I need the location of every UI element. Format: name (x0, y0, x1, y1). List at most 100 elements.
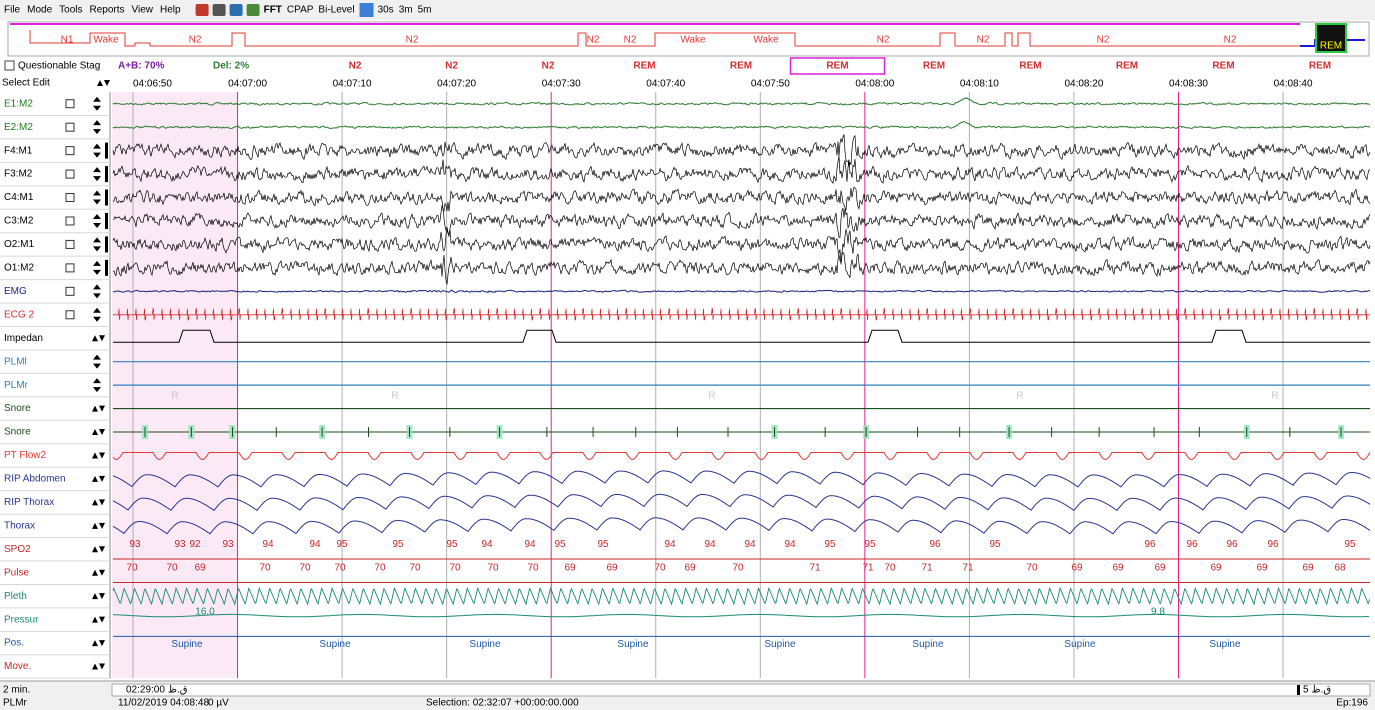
toolbar-icon[interactable] (359, 3, 374, 17)
toolbar-icon[interactable] (195, 4, 209, 16)
scale-down[interactable] (99, 663, 105, 670)
scale-up[interactable] (93, 260, 101, 266)
channel-name[interactable]: EMG (4, 286, 27, 297)
channel-name[interactable]: Move. (4, 661, 31, 672)
scale-down[interactable] (93, 199, 101, 205)
toolbar-icon[interactable] (212, 4, 226, 16)
menu-item[interactable]: Tools (59, 5, 82, 16)
channel-name[interactable]: PLMl (4, 356, 27, 367)
channel-checkbox[interactable] (65, 286, 75, 296)
scale-up[interactable] (92, 475, 98, 482)
channel-name[interactable]: ECG 2 (4, 309, 34, 320)
scale-down[interactable] (93, 363, 101, 369)
scale-up[interactable] (93, 96, 101, 102)
scale-up[interactable] (92, 616, 98, 623)
channel-name[interactable]: E2:M2 (4, 122, 33, 133)
channel-name[interactable]: SPO2 (4, 544, 31, 555)
toolbar-icon[interactable] (229, 4, 243, 16)
channel-name[interactable]: Snore (4, 427, 31, 438)
scale-down[interactable] (99, 569, 105, 576)
toolbar-button[interactable]: CPAP (287, 5, 314, 16)
menu-item[interactable]: View (132, 5, 154, 16)
scale-down[interactable] (99, 546, 105, 553)
channel-checkbox[interactable] (65, 193, 75, 203)
channel-name[interactable]: Thorax (4, 520, 35, 531)
scale-up[interactable] (92, 429, 98, 436)
sort-down[interactable] (104, 80, 110, 86)
channel-name[interactable]: F3:M2 (4, 169, 33, 180)
scale-down[interactable] (93, 269, 101, 275)
scale-down[interactable] (99, 429, 105, 436)
scale-down[interactable] (99, 499, 105, 506)
channel-name[interactable]: Pressur (4, 614, 39, 625)
toolbar-icon[interactable] (246, 4, 260, 16)
scale-up[interactable] (93, 284, 101, 290)
scale-up[interactable] (93, 237, 101, 243)
scale-up[interactable] (92, 335, 98, 342)
scale-up[interactable] (93, 378, 101, 384)
scale-up[interactable] (93, 354, 101, 360)
scale-down[interactable] (93, 293, 101, 299)
scale-up[interactable] (92, 499, 98, 506)
channel-name[interactable]: Pulse (4, 567, 29, 578)
scale-down[interactable] (99, 452, 105, 459)
scale-down[interactable] (99, 405, 105, 412)
scale-down[interactable] (99, 616, 105, 623)
channel-name[interactable]: Pleth (4, 591, 27, 602)
channel-checkbox[interactable] (65, 146, 75, 156)
channel-name[interactable]: E1:M2 (4, 98, 33, 109)
scale-down[interactable] (99, 640, 105, 647)
sort-up[interactable] (97, 80, 103, 86)
scale-down[interactable] (99, 335, 105, 342)
channel-name[interactable]: Impedan (4, 333, 43, 344)
channel-name[interactable]: O2:M1 (4, 239, 34, 250)
scale-up[interactable] (92, 522, 98, 529)
scale-up[interactable] (92, 452, 98, 459)
toolbar-button[interactable]: Bi-Level (318, 5, 354, 16)
scale-down[interactable] (93, 316, 101, 322)
scale-up[interactable] (92, 663, 98, 670)
menu-item[interactable]: File (4, 5, 21, 16)
scale-up[interactable] (93, 307, 101, 313)
scale-down[interactable] (99, 475, 105, 482)
channel-checkbox[interactable] (65, 99, 75, 109)
channel-checkbox[interactable] (65, 122, 75, 132)
scale-up[interactable] (93, 143, 101, 149)
scroll-thumb[interactable] (1297, 685, 1300, 695)
scale-down[interactable] (93, 387, 101, 393)
toolbar-button[interactable]: 5m (418, 5, 432, 16)
scale-up[interactable] (92, 569, 98, 576)
channel-name[interactable]: F4:M1 (4, 145, 33, 156)
menu-item[interactable]: Mode (27, 5, 52, 16)
toolbar-button[interactable]: 3m (399, 5, 413, 16)
channel-checkbox[interactable] (65, 169, 75, 179)
menu-item[interactable]: Help (160, 5, 181, 16)
channel-name[interactable]: O1:M2 (4, 263, 34, 274)
channel-name[interactable]: Snore (4, 403, 31, 414)
scale-down[interactable] (93, 129, 101, 135)
scrollbar[interactable] (111, 683, 1371, 697)
channel-checkbox[interactable] (65, 310, 75, 320)
scale-up[interactable] (92, 640, 98, 647)
scale-up[interactable] (92, 405, 98, 412)
channel-name[interactable]: RIP Abdomen (4, 474, 66, 485)
menu-item[interactable]: Reports (90, 5, 125, 16)
channel-name[interactable]: PLMr (4, 380, 29, 391)
channel-checkbox[interactable] (65, 239, 75, 249)
scale-down[interactable] (93, 246, 101, 252)
scale-down[interactable] (93, 222, 101, 228)
channel-checkbox[interactable] (65, 263, 75, 273)
scale-down[interactable] (93, 152, 101, 158)
toolbar-button[interactable]: 30s (378, 5, 394, 16)
channel-name[interactable]: PT Flow2 (4, 450, 46, 461)
scale-up[interactable] (93, 190, 101, 196)
channel-name[interactable]: C3:M2 (4, 216, 34, 227)
scale-up[interactable] (93, 213, 101, 219)
scale-down[interactable] (93, 105, 101, 111)
channel-name[interactable]: RIP Thorax (4, 497, 54, 508)
scale-down[interactable] (99, 593, 105, 600)
scale-down[interactable] (99, 522, 105, 529)
checkbox[interactable] (4, 60, 15, 71)
toolbar-button[interactable]: FFT (264, 5, 282, 16)
channel-name[interactable]: Pos. (4, 638, 24, 649)
